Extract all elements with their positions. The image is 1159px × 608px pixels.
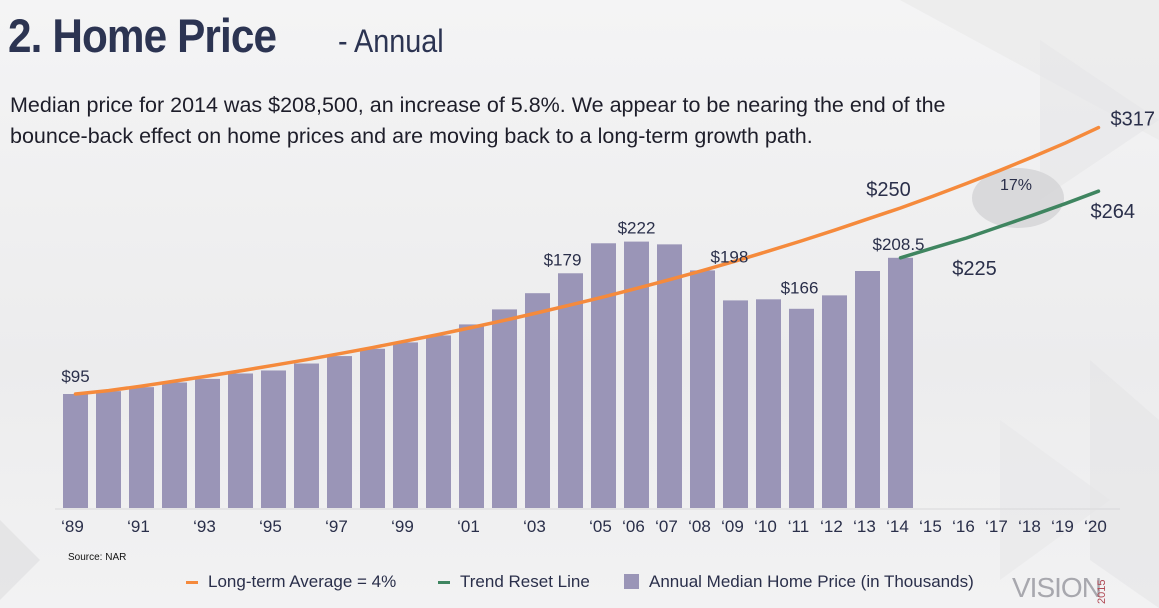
bar-1993 — [195, 378, 220, 508]
bar-2010 — [756, 299, 781, 508]
bar-2014 — [888, 257, 913, 508]
bar-2009 — [723, 300, 748, 508]
page-title: 2. Home Price - Annual — [8, 8, 444, 63]
bar-1995 — [261, 370, 286, 508]
x-tick-label: ‘12 — [820, 517, 843, 536]
title-subtitle: - Annual — [338, 23, 444, 59]
bar-1996 — [294, 363, 319, 508]
legend-item-bars: Annual Median Home Price (in Thousands) — [624, 572, 974, 592]
x-tick-label: ‘20 — [1084, 517, 1107, 536]
x-tick-label: ‘09 — [721, 517, 744, 536]
data-label: 17% — [1000, 177, 1032, 194]
bar-2002 — [492, 309, 517, 508]
bar-2001 — [459, 324, 484, 508]
x-tick-label: ‘05 — [589, 517, 612, 536]
x-tick-label: ‘17 — [985, 517, 1008, 536]
bar-2000 — [426, 335, 451, 508]
bar-1992 — [162, 382, 187, 508]
bar-1990 — [96, 391, 121, 508]
legend-label: Trend Reset Line — [460, 572, 590, 591]
data-label: $250 — [866, 179, 911, 201]
bar-2004 — [558, 273, 583, 508]
x-tick-label: ‘19 — [1051, 517, 1074, 536]
x-tick-label: ‘10 — [754, 517, 777, 536]
x-tick-label: ‘01 — [457, 517, 480, 536]
logo-text: VISION — [1012, 572, 1102, 603]
x-tick-label: ‘95 — [259, 517, 282, 536]
x-tick-label: ‘06 — [622, 517, 645, 536]
data-label: $95 — [61, 367, 89, 386]
x-tick-label: ‘93 — [193, 517, 216, 536]
bar-2007 — [657, 244, 682, 509]
x-tick-label: ‘89 — [61, 517, 84, 536]
x-tick-label: ‘99 — [391, 517, 414, 536]
legend-swatch-orange — [186, 581, 198, 585]
logo-year: 2015 — [1096, 579, 1108, 604]
x-tick-label: ‘07 — [655, 517, 678, 536]
source-note: Source: NAR — [68, 552, 127, 563]
bar-1999 — [393, 342, 418, 508]
x-tick-label: ‘03 — [523, 517, 546, 536]
title-main: 2. Home Price — [8, 9, 277, 62]
data-label: $166 — [781, 278, 819, 297]
data-label: $179 — [544, 250, 582, 269]
x-tick-label: ‘13 — [853, 517, 876, 536]
legend-swatch-green — [438, 581, 450, 585]
bar-2011 — [789, 308, 814, 508]
bar-2006 — [624, 241, 649, 508]
x-tick-label: ‘97 — [325, 517, 348, 536]
x-tick-label: ‘15 — [919, 517, 942, 536]
bar-2008 — [690, 270, 715, 508]
data-label: $198 — [711, 247, 749, 266]
bar-1997 — [327, 356, 352, 508]
legend-label: Annual Median Home Price (in Thousands) — [649, 572, 974, 591]
x-tick-label: ‘08 — [688, 517, 711, 536]
bar-2005 — [591, 243, 616, 508]
bar-1989 — [63, 394, 88, 508]
bar-1994 — [228, 373, 253, 508]
bar-2003 — [525, 293, 550, 508]
data-label: $225 — [952, 258, 997, 280]
trend-reset-line — [898, 189, 1101, 260]
bar-2012 — [822, 295, 847, 508]
legend-item-trend-reset: Trend Reset Line — [438, 572, 590, 592]
x-tick-label: ‘16 — [952, 517, 975, 536]
bar-2013 — [855, 271, 880, 508]
description-text: Median price for 2014 was $208,500, an i… — [10, 93, 946, 148]
data-label: $208.5 — [873, 235, 925, 254]
x-tick-label: ‘11 — [788, 517, 809, 536]
long-term-average-line — [73, 125, 1101, 396]
legend-label: Long-term Average = 4% — [208, 572, 397, 591]
x-tick-label: ‘18 — [1018, 517, 1041, 536]
data-label: $317 — [1111, 109, 1156, 131]
data-label: $264 — [1091, 201, 1136, 223]
legend-item-long-term: Long-term Average = 4% — [186, 572, 396, 592]
x-tick-label: ‘14 — [886, 517, 909, 536]
bar-1991 — [129, 387, 154, 508]
data-label: $222 — [618, 219, 656, 238]
bar-1998 — [360, 348, 385, 508]
x-tick-label: ‘91 — [127, 517, 150, 536]
legend-swatch-purple — [624, 574, 639, 589]
vision-logo: VISION 2015 — [1012, 572, 1108, 604]
